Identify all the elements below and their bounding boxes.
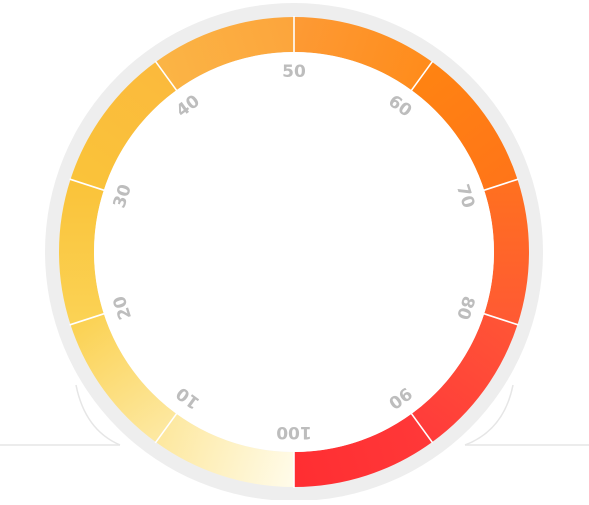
gauge-segment-1 [155, 413, 294, 487]
gauge-segment-7 [411, 61, 518, 191]
right-baseline-curve [464, 384, 514, 446]
gauge-separator-4 [69, 178, 106, 192]
gauge-segment-10 [294, 413, 433, 487]
scale-label-100: 100 [276, 422, 312, 442]
gauge-segment-4 [70, 61, 177, 191]
gauge-segment-5 [155, 17, 294, 91]
gauge-separator-10 [409, 411, 434, 444]
gauge-segment-9 [411, 313, 518, 443]
gauge-face [94, 52, 494, 452]
gauge-segment-8 [484, 179, 529, 325]
gauge-separator-3 [69, 312, 106, 326]
gauge-separator-5 [154, 60, 179, 93]
gauge-segment-6 [294, 17, 433, 91]
gauge-segment-3 [58, 179, 104, 325]
gauge-separator-7 [409, 60, 434, 93]
left-baseline-curve [75, 384, 121, 446]
gauge-segment-2 [70, 313, 177, 443]
gauge-separator-2 [154, 411, 179, 444]
gauge-segments [58, 16, 529, 488]
gauge-separator-8 [482, 178, 519, 192]
scale-label-50: 50 [282, 62, 306, 82]
gauge-separator-9 [482, 312, 519, 326]
